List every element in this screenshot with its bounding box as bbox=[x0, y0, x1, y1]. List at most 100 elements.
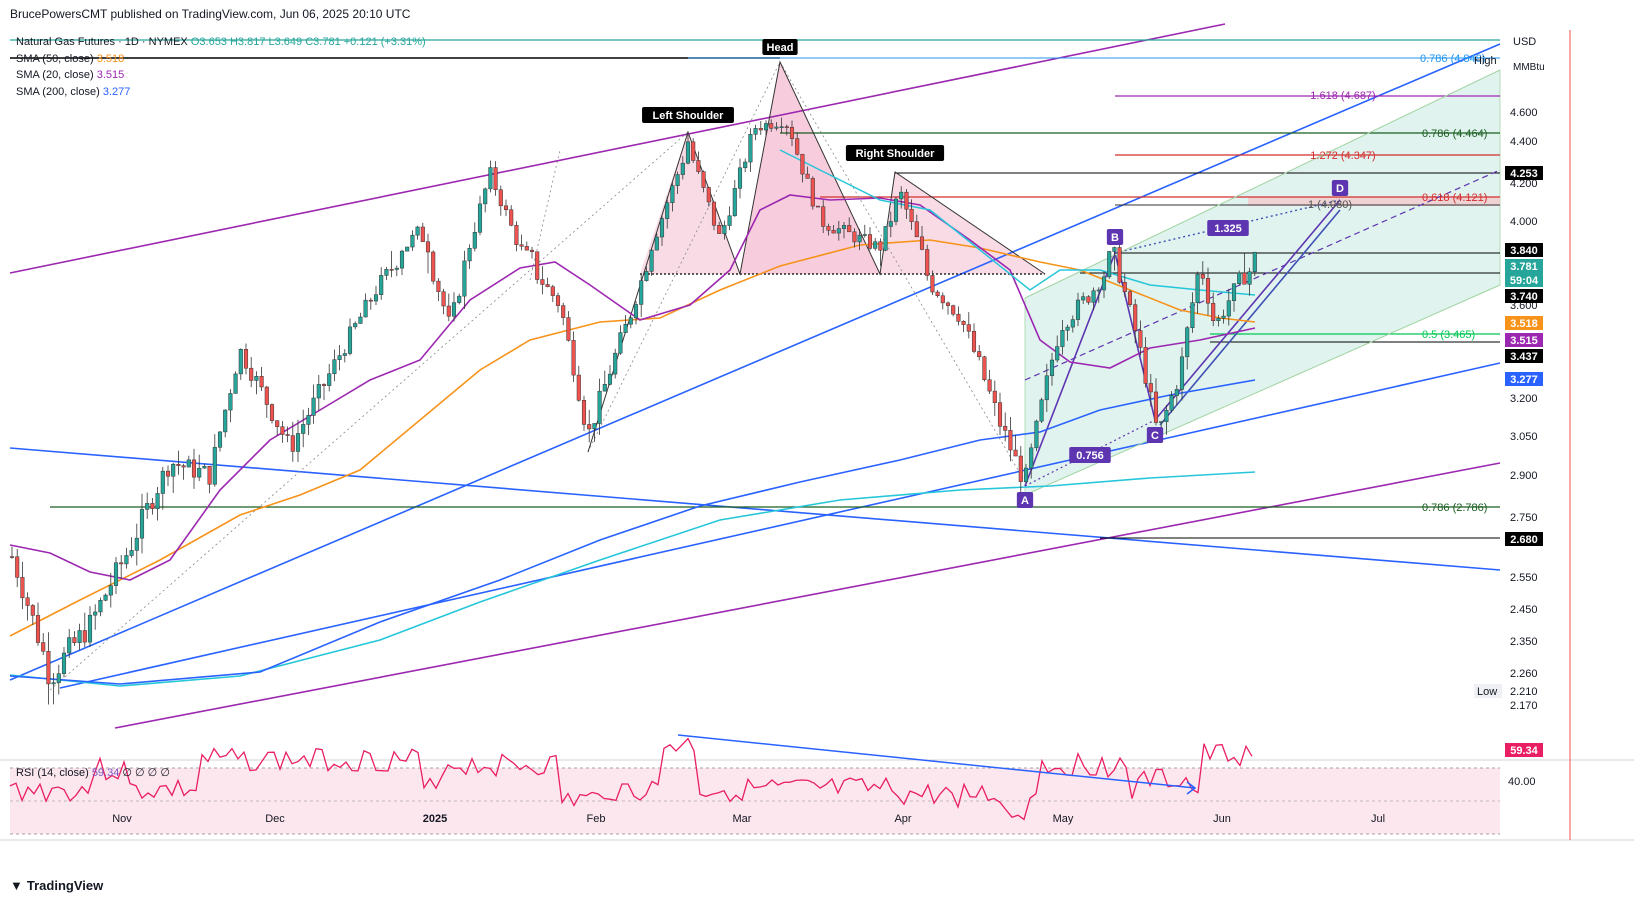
candle-body bbox=[217, 431, 223, 448]
candle-body bbox=[966, 324, 971, 332]
candle-body bbox=[1081, 296, 1086, 301]
candle-body bbox=[498, 189, 503, 207]
candle-body bbox=[35, 615, 41, 643]
candle-body bbox=[1117, 247, 1122, 283]
candle-body bbox=[618, 332, 623, 354]
candle-body bbox=[581, 400, 587, 425]
candle-body bbox=[207, 466, 212, 485]
candle-body bbox=[847, 225, 852, 233]
candle-body bbox=[1237, 272, 1242, 284]
candle-body bbox=[597, 390, 602, 424]
svg-text:D: D bbox=[1336, 183, 1344, 195]
price-badge: 2.680 bbox=[1505, 532, 1543, 546]
fib-label: 0.786 (4.464) bbox=[1422, 128, 1487, 140]
candle-body bbox=[176, 464, 181, 466]
candle-body bbox=[509, 209, 514, 226]
rsi-value-text: 59.34 bbox=[1510, 745, 1538, 757]
candle-body bbox=[139, 509, 145, 539]
candle-body bbox=[280, 426, 285, 435]
candle-body bbox=[503, 205, 509, 211]
price-badge: 3.840 bbox=[1505, 243, 1543, 257]
sma20-value: 3.515 bbox=[96, 69, 125, 81]
sma20-label: SMA (20, close) bbox=[16, 69, 94, 81]
x-tick-label: 2025 bbox=[423, 813, 447, 825]
candle-body bbox=[951, 305, 956, 315]
candle-body bbox=[228, 393, 233, 411]
candle-body bbox=[108, 585, 113, 596]
candle-body bbox=[301, 424, 306, 434]
candle-body bbox=[197, 467, 202, 478]
candle-body bbox=[514, 225, 519, 245]
candle-body bbox=[1133, 304, 1138, 331]
label-left-shoulder: Left Shoulder bbox=[642, 107, 734, 123]
candle-body bbox=[774, 126, 779, 129]
candle-body bbox=[748, 134, 753, 163]
candle-body bbox=[587, 424, 592, 430]
d-leg bbox=[1159, 209, 1341, 426]
rsi-divergence bbox=[677, 734, 1196, 789]
channel-top bbox=[1024, 69, 1501, 299]
candle-body bbox=[337, 355, 342, 360]
candle-body bbox=[431, 251, 436, 282]
candle-body bbox=[1086, 296, 1091, 303]
candle-body bbox=[1153, 391, 1159, 423]
candle-body bbox=[306, 415, 311, 425]
candle-body bbox=[410, 234, 415, 248]
candle-body bbox=[909, 208, 914, 222]
svg-text:A: A bbox=[1021, 495, 1029, 507]
candle-body bbox=[1070, 319, 1075, 328]
candle-body bbox=[1029, 447, 1034, 469]
candle-body bbox=[368, 299, 373, 302]
svg-text:B: B bbox=[1111, 232, 1119, 244]
candle-body bbox=[124, 555, 129, 565]
svg-text:3.515: 3.515 bbox=[1510, 335, 1538, 347]
fib-label: 1 (4.080) bbox=[1308, 199, 1352, 211]
svg-text:3.277: 3.277 bbox=[1510, 374, 1538, 386]
candle-body bbox=[1018, 455, 1023, 482]
left-shoulder-fill bbox=[640, 132, 740, 274]
candle-body bbox=[20, 577, 25, 599]
price-badge: 3.437 bbox=[1505, 349, 1543, 363]
candle-body bbox=[191, 459, 197, 478]
candle-body bbox=[25, 597, 30, 606]
rsi-value-badge: 59.34 bbox=[1505, 743, 1543, 757]
candle-body bbox=[524, 246, 529, 251]
candle-body bbox=[883, 226, 888, 251]
candle-body bbox=[1127, 291, 1133, 305]
y-tick-label: 2.170 bbox=[1510, 700, 1538, 712]
fib-label: 0.786 (2.786) bbox=[1422, 502, 1487, 514]
candle-body bbox=[701, 171, 706, 188]
candle-body bbox=[654, 236, 659, 251]
ratio-bd: 1.325 bbox=[1207, 220, 1249, 236]
candle-body bbox=[992, 390, 997, 403]
candle-body bbox=[373, 294, 379, 302]
x-tick-label: Feb bbox=[587, 813, 606, 825]
candle-body bbox=[904, 191, 909, 210]
candle-body bbox=[275, 420, 280, 427]
candle-body bbox=[1049, 359, 1055, 377]
candle-body bbox=[233, 373, 238, 394]
svg-text:Head: Head bbox=[767, 42, 794, 54]
candle-body bbox=[269, 404, 275, 421]
candle-body bbox=[389, 269, 394, 271]
candle-body bbox=[1164, 409, 1169, 422]
candle-body bbox=[202, 466, 207, 469]
candle-body bbox=[254, 376, 259, 381]
candle-body bbox=[1075, 299, 1081, 320]
candle-body bbox=[1247, 271, 1252, 285]
y-tick-label: 4.000 bbox=[1510, 216, 1538, 228]
candle-body bbox=[56, 673, 61, 683]
price-badge: 3.277 bbox=[1505, 372, 1543, 386]
candle-body bbox=[1055, 346, 1060, 361]
fib-label: 1.618 (4.687) bbox=[1310, 90, 1375, 102]
candle-body bbox=[249, 367, 254, 381]
rsi-line bbox=[9, 734, 1253, 821]
y-tick-label: 2.350 bbox=[1510, 636, 1538, 648]
fib-label: 0.5 (3.465) bbox=[1422, 329, 1475, 341]
candle-body bbox=[467, 248, 472, 262]
candle-body bbox=[561, 305, 566, 318]
candle-body bbox=[98, 600, 103, 613]
candle-body bbox=[685, 141, 691, 164]
fib-label: 0.618 (4.121) bbox=[1422, 192, 1487, 204]
